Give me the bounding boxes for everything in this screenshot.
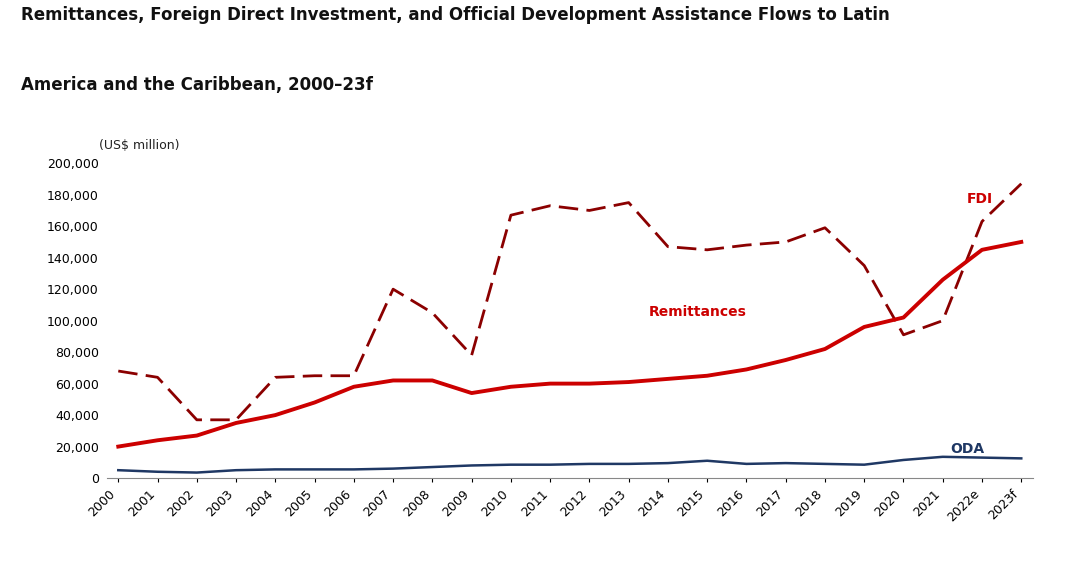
Remittances: [308, 399, 321, 406]
Remittances: [936, 276, 949, 283]
Remittances: [269, 412, 282, 419]
FDI: [387, 286, 399, 293]
Text: America and the Caribbean, 2000–23f: America and the Caribbean, 2000–23f: [21, 76, 373, 94]
ODA: [661, 459, 674, 466]
ODA: [112, 466, 125, 473]
ODA: [505, 461, 518, 468]
Remittances: [976, 246, 988, 253]
Line: Remittances: Remittances: [118, 242, 1021, 447]
FDI: [347, 373, 360, 380]
FDI: [230, 416, 243, 423]
ODA: [857, 461, 870, 468]
FDI: [897, 331, 910, 338]
ODA: [701, 457, 714, 464]
FDI: [151, 374, 164, 381]
FDI: [465, 352, 478, 359]
Remittances: [112, 443, 125, 450]
Remittances: [819, 346, 832, 353]
Remittances: [740, 366, 753, 373]
FDI: [661, 243, 674, 250]
FDI: [426, 309, 439, 316]
FDI: [701, 246, 714, 253]
ODA: [347, 466, 360, 473]
ODA: [897, 456, 910, 463]
FDI: [622, 199, 635, 206]
Remittances: [622, 378, 635, 385]
ODA: [1015, 455, 1028, 462]
Remittances: [544, 380, 557, 387]
FDI: [740, 241, 753, 248]
Text: ODA: ODA: [951, 442, 985, 456]
FDI: [1015, 180, 1028, 187]
FDI: [780, 238, 792, 245]
ODA: [936, 454, 949, 461]
Remittances: [583, 380, 595, 387]
ODA: [269, 466, 282, 473]
FDI: [191, 416, 203, 423]
FDI: [308, 373, 321, 380]
Remittances: [505, 383, 518, 390]
ODA: [976, 454, 988, 461]
FDI: [505, 212, 518, 219]
Remittances: [897, 314, 910, 321]
FDI: [544, 202, 557, 209]
Line: ODA: ODA: [118, 457, 1021, 473]
ODA: [426, 463, 439, 470]
Remittances: [191, 432, 203, 439]
Remittances: [1015, 238, 1028, 245]
ODA: [544, 461, 557, 468]
ODA: [583, 461, 595, 468]
Remittances: [701, 373, 714, 380]
FDI: [857, 262, 870, 269]
Remittances: [347, 383, 360, 390]
ODA: [465, 462, 478, 469]
Remittances: [857, 324, 870, 331]
Remittances: [661, 375, 674, 382]
ODA: [151, 468, 164, 475]
Remittances: [151, 437, 164, 444]
ODA: [819, 461, 832, 468]
Text: (US$ million): (US$ million): [99, 139, 179, 152]
Remittances: [465, 389, 478, 396]
FDI: [583, 207, 595, 214]
FDI: [112, 367, 125, 374]
FDI: [269, 374, 282, 381]
FDI: [976, 218, 988, 225]
Remittances: [230, 420, 243, 427]
Remittances: [426, 377, 439, 384]
FDI: [819, 224, 832, 231]
Text: FDI: FDI: [966, 192, 993, 206]
Remittances: [387, 377, 399, 384]
ODA: [308, 466, 321, 473]
ODA: [740, 461, 753, 468]
ODA: [387, 465, 399, 472]
ODA: [622, 461, 635, 468]
ODA: [191, 469, 203, 476]
Text: Remittances: Remittances: [649, 305, 747, 319]
ODA: [230, 466, 243, 473]
Remittances: [780, 356, 792, 364]
Line: FDI: FDI: [118, 184, 1021, 420]
FDI: [936, 317, 949, 324]
Text: Remittances, Foreign Direct Investment, and Official Development Assistance Flow: Remittances, Foreign Direct Investment, …: [21, 6, 890, 24]
ODA: [780, 459, 792, 466]
